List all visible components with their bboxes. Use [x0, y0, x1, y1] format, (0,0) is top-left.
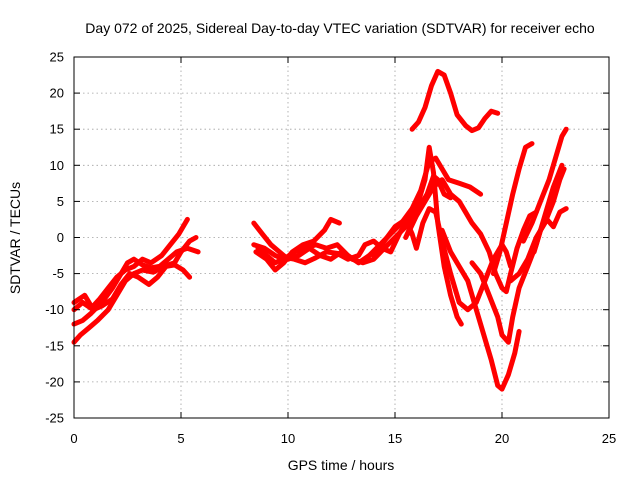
x-tick-label: 20: [495, 431, 509, 446]
y-tick-label: -5: [52, 266, 64, 281]
series-track-14: [469, 162, 565, 345]
y-axis-label: SDTVAR / TECUs: [7, 182, 23, 294]
x-tick-label: 15: [388, 431, 402, 446]
chart-title: Day 072 of 2025, Sidereal Day-to-day VTE…: [85, 20, 595, 36]
series-track-03: [71, 262, 193, 313]
x-tick-label: 25: [602, 431, 616, 446]
series-track-13: [409, 68, 501, 134]
axis-ticks: 0 5 10 15 20 25 -25 -20 -15 -10 -5 0 5 10 15 20 25: [45, 50, 616, 447]
y-tick-label: -10: [45, 302, 64, 317]
data-series: [71, 68, 569, 392]
y-tick-label: -25: [45, 411, 64, 426]
series-track-01: [71, 245, 201, 327]
x-tick-label: 10: [281, 431, 295, 446]
grid: [74, 57, 609, 418]
series-track-11: [405, 177, 539, 295]
y-tick-label: 0: [57, 230, 64, 245]
y-tick-label: 15: [50, 122, 64, 137]
series-track-18: [531, 206, 569, 255]
series-track-17: [520, 126, 569, 244]
y-tick-label: 10: [50, 158, 64, 173]
series-track-15: [490, 141, 535, 277]
series-track-08: [255, 202, 419, 266]
y-tick-label: 5: [57, 194, 64, 209]
series-track-12: [439, 227, 522, 392]
series-track-07: [253, 216, 342, 273]
series-track-02: [71, 235, 199, 345]
y-tick-label: 25: [50, 50, 64, 65]
x-tick-label: 0: [70, 431, 77, 446]
y-tick-label: 20: [50, 86, 64, 101]
series-track-04: [71, 216, 190, 313]
x-axis-label: GPS time / hours: [288, 457, 395, 473]
y-tick-label: -20: [45, 374, 64, 389]
y-tick-label: -15: [45, 338, 64, 353]
x-tick-label: 5: [177, 431, 184, 446]
series-track-10: [403, 144, 464, 327]
